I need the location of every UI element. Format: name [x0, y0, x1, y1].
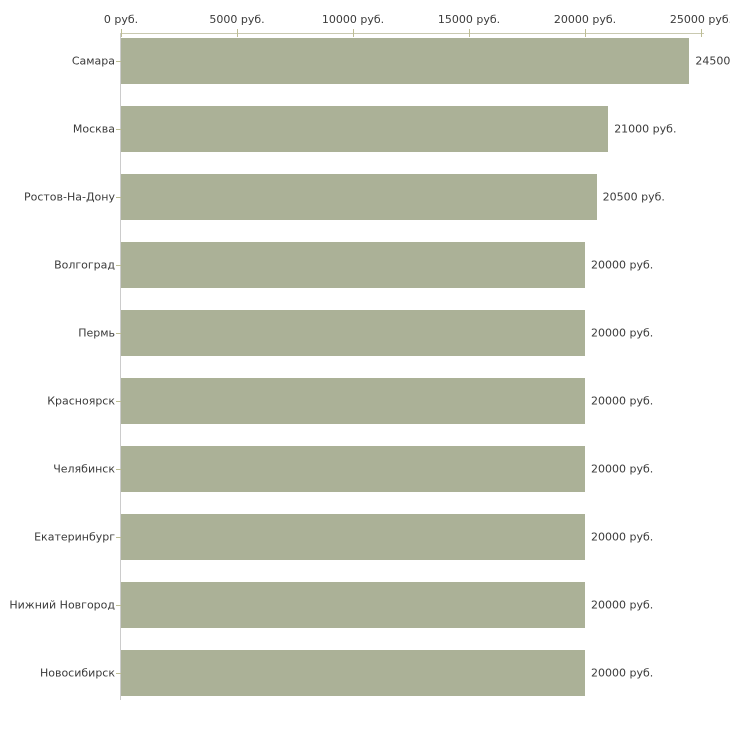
- category-tick-mark: [116, 605, 121, 606]
- category-label: Нижний Новгород: [9, 598, 115, 612]
- y-axis-line: [120, 33, 121, 700]
- x-axis-tick-mark: [585, 29, 586, 37]
- value-label: 20500 руб.: [602, 190, 665, 204]
- category-label: Челябинск: [53, 462, 115, 476]
- x-axis-tick-label: 25000 руб.: [669, 13, 730, 26]
- bar: [121, 242, 585, 288]
- bar: [121, 378, 585, 424]
- x-axis-tick-label: 0 руб.: [103, 13, 139, 26]
- category-label: Новосибирск: [39, 666, 115, 680]
- category-label: Пермь: [78, 326, 115, 340]
- bar: [121, 650, 585, 696]
- x-axis-tick-mark: [701, 29, 702, 37]
- category-tick-mark: [116, 469, 121, 470]
- x-axis-tick-label: 15000 руб.: [437, 13, 501, 26]
- value-label: 20000 руб.: [591, 394, 654, 408]
- value-label: 24500: [695, 54, 730, 68]
- category-label: Ростов-На-Дону: [23, 190, 115, 204]
- x-axis-tick-label: 10000 руб.: [321, 13, 385, 26]
- category-tick-mark: [116, 401, 121, 402]
- bar: [121, 446, 585, 492]
- value-label: 21000 руб.: [614, 122, 677, 136]
- x-axis-tick-label: 20000 руб.: [553, 13, 617, 26]
- category-label: Самара: [71, 54, 115, 68]
- bar: [121, 174, 597, 220]
- x-axis-tick-mark: [121, 29, 122, 37]
- category-label: Волгоград: [54, 258, 115, 272]
- category-tick-mark: [116, 333, 121, 334]
- value-label: 20000 руб.: [591, 326, 654, 340]
- value-label: 20000 руб.: [591, 598, 654, 612]
- bar: [121, 582, 585, 628]
- x-axis-tick-mark: [237, 29, 238, 37]
- x-axis-line: [121, 33, 704, 34]
- x-axis-tick-mark: [469, 29, 470, 37]
- category-label: Екатеринбург: [34, 530, 115, 544]
- value-label: 20000 руб.: [591, 462, 654, 476]
- category-label: Красноярск: [47, 394, 115, 408]
- value-label: 20000 руб.: [591, 666, 654, 680]
- bar: [121, 38, 690, 84]
- bar: [121, 514, 585, 560]
- category-label: Москва: [72, 122, 115, 136]
- bar: [121, 106, 609, 152]
- bar: [121, 310, 585, 356]
- category-tick-mark: [116, 61, 121, 62]
- category-tick-mark: [116, 673, 121, 674]
- category-tick-mark: [116, 265, 121, 266]
- value-label: 20000 руб.: [591, 530, 654, 544]
- value-label: 20000 руб.: [591, 258, 654, 272]
- category-tick-mark: [116, 537, 121, 538]
- category-tick-mark: [116, 197, 121, 198]
- category-tick-mark: [116, 129, 121, 130]
- x-axis-tick-mark: [353, 29, 354, 37]
- x-axis-tick-label: 5000 руб.: [209, 13, 265, 26]
